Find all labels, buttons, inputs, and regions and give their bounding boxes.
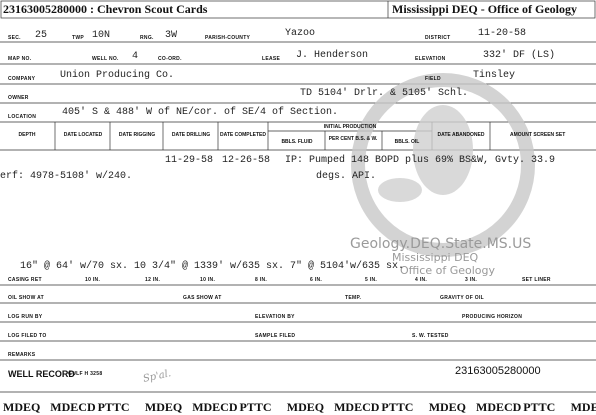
label: S. W. TESTED (412, 333, 449, 339)
column-header: DEPTH (18, 132, 36, 138)
column-header: DATE RIGGING (118, 132, 156, 138)
footer-item: PTTC (523, 400, 556, 414)
value: Union Producing Co. (60, 70, 175, 81)
label: OIL SHOW AT (8, 295, 44, 301)
footer: MDEQ MDECD PTTC MDEQ MDECD PTTC MDEQ MDECD PTTC M… (0, 400, 596, 415)
column-subheader: BBLS. OIL (394, 139, 420, 145)
column-header: DATE LOCATED (63, 132, 103, 138)
footer-item: MDE (570, 400, 596, 414)
label: SET LINER (522, 277, 551, 283)
label: SAMPLE FILED (255, 333, 296, 339)
label: DISTRICT (425, 35, 451, 41)
column-subheader: BBLS. FLUID (281, 139, 313, 145)
footer-item: MDECD (476, 400, 522, 414)
watermark: Office of Geology (400, 264, 496, 277)
footer-item: PTTC (381, 400, 414, 414)
label: 12 IN. (145, 277, 161, 283)
form-title: WELL RECORD (8, 369, 75, 379)
label: COMPANY (8, 76, 36, 82)
form-number: GULF H 3258 (68, 371, 103, 377)
value: 332' DF (LS) (483, 50, 556, 61)
footer-item: MDEQ (3, 400, 41, 414)
api-number: 23163005280000 (455, 365, 541, 377)
label: GRAVITY OF OIL (440, 295, 485, 301)
label: CO-ORD. (158, 56, 182, 62)
value: 25 (35, 30, 48, 41)
label: 4 IN. (415, 277, 428, 283)
value: 16" @ 64' w/70 sx. 10 3/4" @ 1339' w/635… (20, 261, 405, 272)
column-header: DATE DRILLING (171, 132, 211, 138)
value: 10N (92, 30, 111, 41)
label: LOCATION (8, 114, 37, 120)
value: Yazoo (285, 28, 316, 39)
column-subheader: PER CENT B.S. & W. (328, 136, 378, 142)
footer-item: MDECD (334, 400, 380, 414)
value: TD 5104' Drlr. & 5105' Schl. (300, 88, 469, 99)
value: 405' S & 488' W of NE/cor. of SE/4 of Se… (62, 107, 339, 118)
label: REMARKS (8, 352, 36, 358)
column-header: DATE ABANDONED (437, 132, 485, 138)
footer-item: PTTC (97, 400, 130, 414)
label: LOG RUN BY (8, 314, 43, 320)
label: 6 IN. (310, 277, 323, 283)
header-right: Mississippi DEQ - Office of Geology (392, 2, 577, 16)
column-header: AMOUNT SCREEN SET (510, 132, 566, 138)
label: PARISH-COUNTY (205, 35, 251, 41)
column-header: INITIAL PRODUCTION (323, 124, 377, 130)
value: 3W (165, 30, 178, 41)
label: 8 IN. (255, 277, 268, 283)
column-header: DATE COMPLETED (219, 132, 267, 138)
watermark: Mississippi DEQ (392, 251, 479, 264)
label: OWNER (8, 95, 29, 101)
footer-item: MDEQ (144, 400, 183, 414)
label: TWP (72, 35, 85, 41)
watermark: Geology.DEQ.State.MS.US (350, 236, 532, 252)
label: WELL NO. (92, 56, 119, 62)
label: ELEVATION (415, 56, 446, 62)
value: erf: 4978-5108' w/240. (0, 171, 133, 182)
label: TEMP. (345, 295, 362, 301)
footer-item: MDEQ (428, 400, 467, 414)
label: LOG FILED TO (8, 333, 47, 339)
value: 4 (132, 51, 139, 62)
value: Tinsley (473, 70, 516, 81)
label: 3 IN. (465, 277, 478, 283)
header-left: 23163005280000 : Chevron Scout Cards (3, 2, 208, 16)
value: J. Henderson (296, 50, 369, 61)
label: MAP NO. (8, 56, 32, 62)
label: FIELD (425, 76, 441, 82)
label: GAS SHOW AT (183, 295, 222, 301)
footer-item: MDECD (50, 400, 96, 414)
footer-item: MDECD (192, 400, 238, 414)
footer-item: MDEQ (286, 400, 325, 414)
label: 10 IN. (85, 277, 101, 283)
value: degs. API. (316, 171, 377, 182)
label: SEC. (8, 35, 21, 41)
label: CASING RET (8, 277, 42, 283)
label: RNG. (140, 35, 154, 41)
label: 10 IN. (200, 277, 216, 283)
label: 5 IN. (365, 277, 378, 283)
value: 11-20-58 (478, 28, 527, 39)
label: LEASE (262, 56, 281, 62)
value: 11-29-58 (165, 155, 214, 166)
label: PRODUCING HORIZON (462, 314, 523, 320)
value: IP: Pumped 148 BOPD plus 69% BS&W, Gvty.… (285, 155, 556, 166)
footer-item: PTTC (239, 400, 272, 414)
value: 12-26-58 (222, 155, 271, 166)
label: ELEVATION BY (255, 314, 295, 320)
